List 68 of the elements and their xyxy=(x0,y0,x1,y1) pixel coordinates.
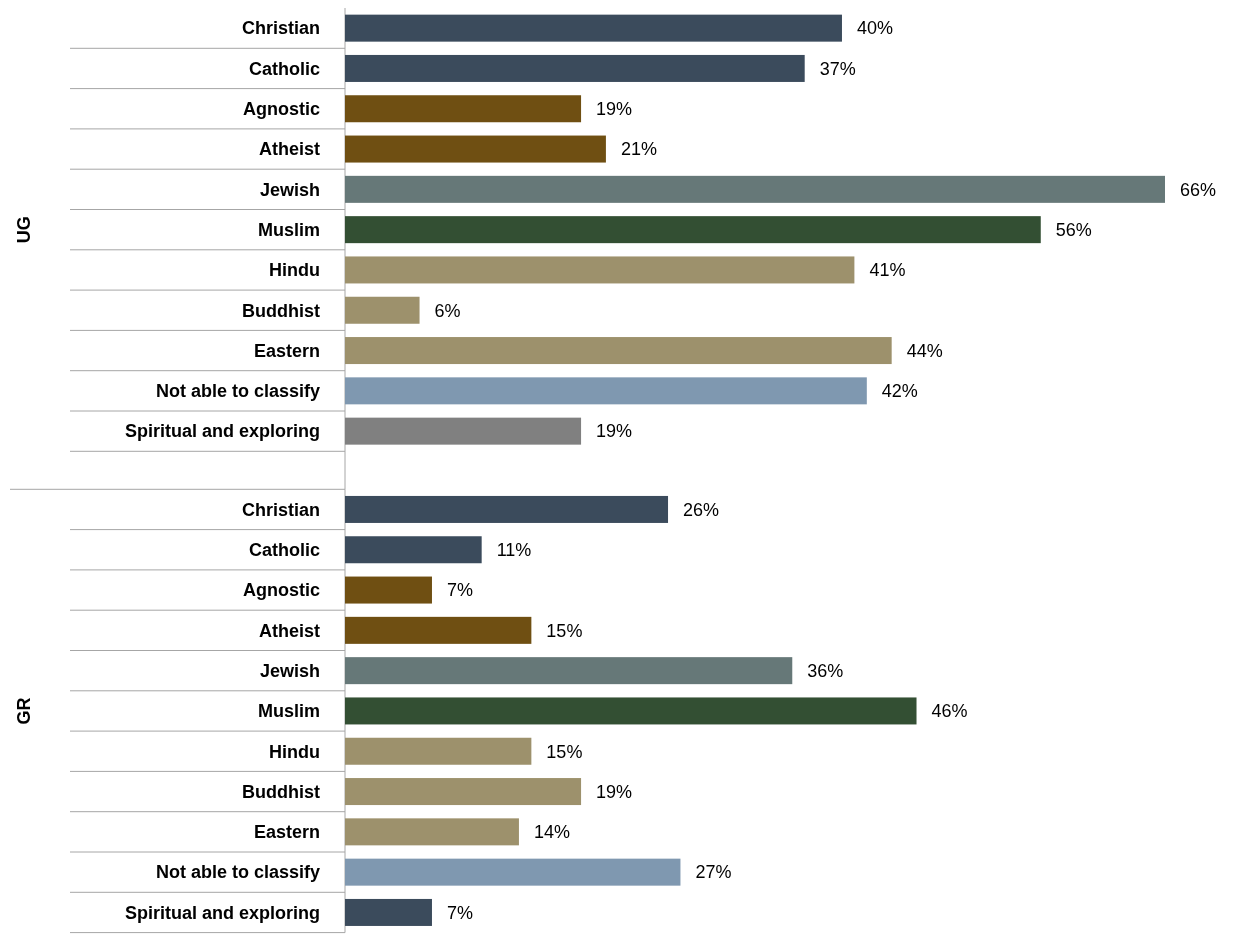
data-label: 40% xyxy=(856,18,893,39)
y-tick-label: Agnostic xyxy=(242,99,320,120)
data-label: 37% xyxy=(819,58,856,79)
data-label: 36% xyxy=(807,660,844,681)
y-tick-label: Jewish xyxy=(259,179,320,200)
y-tick-label: Buddhist xyxy=(242,300,320,321)
bar xyxy=(345,216,1041,244)
y-tick-label: Atheist xyxy=(258,139,320,160)
bar xyxy=(345,657,793,685)
bar xyxy=(345,256,855,284)
y-tick-label: Not able to classify xyxy=(155,862,320,883)
bar xyxy=(345,858,681,886)
bar xyxy=(345,818,519,846)
data-label: 6% xyxy=(434,300,461,321)
data-label: 42% xyxy=(881,381,918,402)
data-label: 46% xyxy=(931,701,968,722)
y-tick-label: Catholic xyxy=(248,540,320,561)
bar xyxy=(345,377,867,405)
data-label: 26% xyxy=(683,499,720,520)
y-tick-label: Jewish xyxy=(259,660,320,681)
y-tick-label: Eastern xyxy=(253,340,320,361)
data-label: 27% xyxy=(695,862,732,883)
y-tick-label: Hindu xyxy=(269,741,320,762)
data-label: 21% xyxy=(620,139,657,160)
bar xyxy=(345,536,482,564)
data-label: 41% xyxy=(869,260,906,281)
y-tick-label: Buddhist xyxy=(242,781,320,802)
y-tick-label: Spiritual and exploring xyxy=(124,902,320,923)
data-label: 11% xyxy=(496,540,532,561)
bar xyxy=(345,737,532,765)
bar xyxy=(345,135,606,163)
y-tick-label: Eastern xyxy=(253,822,320,843)
bar xyxy=(345,296,420,324)
bar xyxy=(345,778,582,806)
y-axis-title: UG xyxy=(14,216,34,244)
data-label: 7% xyxy=(446,902,473,923)
data-label: 15% xyxy=(546,741,583,762)
y-tick-label: Spiritual and exploring xyxy=(124,421,320,442)
data-label: 7% xyxy=(446,580,473,601)
data-label: 19% xyxy=(596,99,633,120)
y-tick-label: Agnostic xyxy=(242,580,320,601)
data-label: 14% xyxy=(533,822,570,843)
data-label: 19% xyxy=(596,421,633,442)
bar xyxy=(345,495,669,523)
bar xyxy=(345,576,432,604)
bar xyxy=(345,14,842,42)
y-tick-label: Christian xyxy=(241,18,320,39)
y-tick-label: Not able to classify xyxy=(155,381,320,402)
bar xyxy=(345,616,532,644)
y-tick-label: Atheist xyxy=(258,620,320,641)
bar xyxy=(345,175,1165,203)
bar xyxy=(345,95,582,123)
y-tick-label: Catholic xyxy=(248,58,320,79)
bar xyxy=(345,337,892,365)
bar xyxy=(345,417,582,445)
data-label: 44% xyxy=(906,340,943,361)
y-tick-label: Hindu xyxy=(269,260,320,281)
data-label: 66% xyxy=(1180,179,1217,200)
data-label: 56% xyxy=(1055,219,1092,240)
bar xyxy=(345,898,432,926)
y-tick-label: Muslim xyxy=(257,219,320,240)
y-axis-title: GR xyxy=(14,697,34,725)
bar xyxy=(345,54,805,82)
data-label: 15% xyxy=(546,620,583,641)
y-tick-label: Muslim xyxy=(257,701,320,722)
y-tick-label: Christian xyxy=(241,499,320,520)
bar xyxy=(345,697,917,725)
data-label: 19% xyxy=(596,781,633,802)
